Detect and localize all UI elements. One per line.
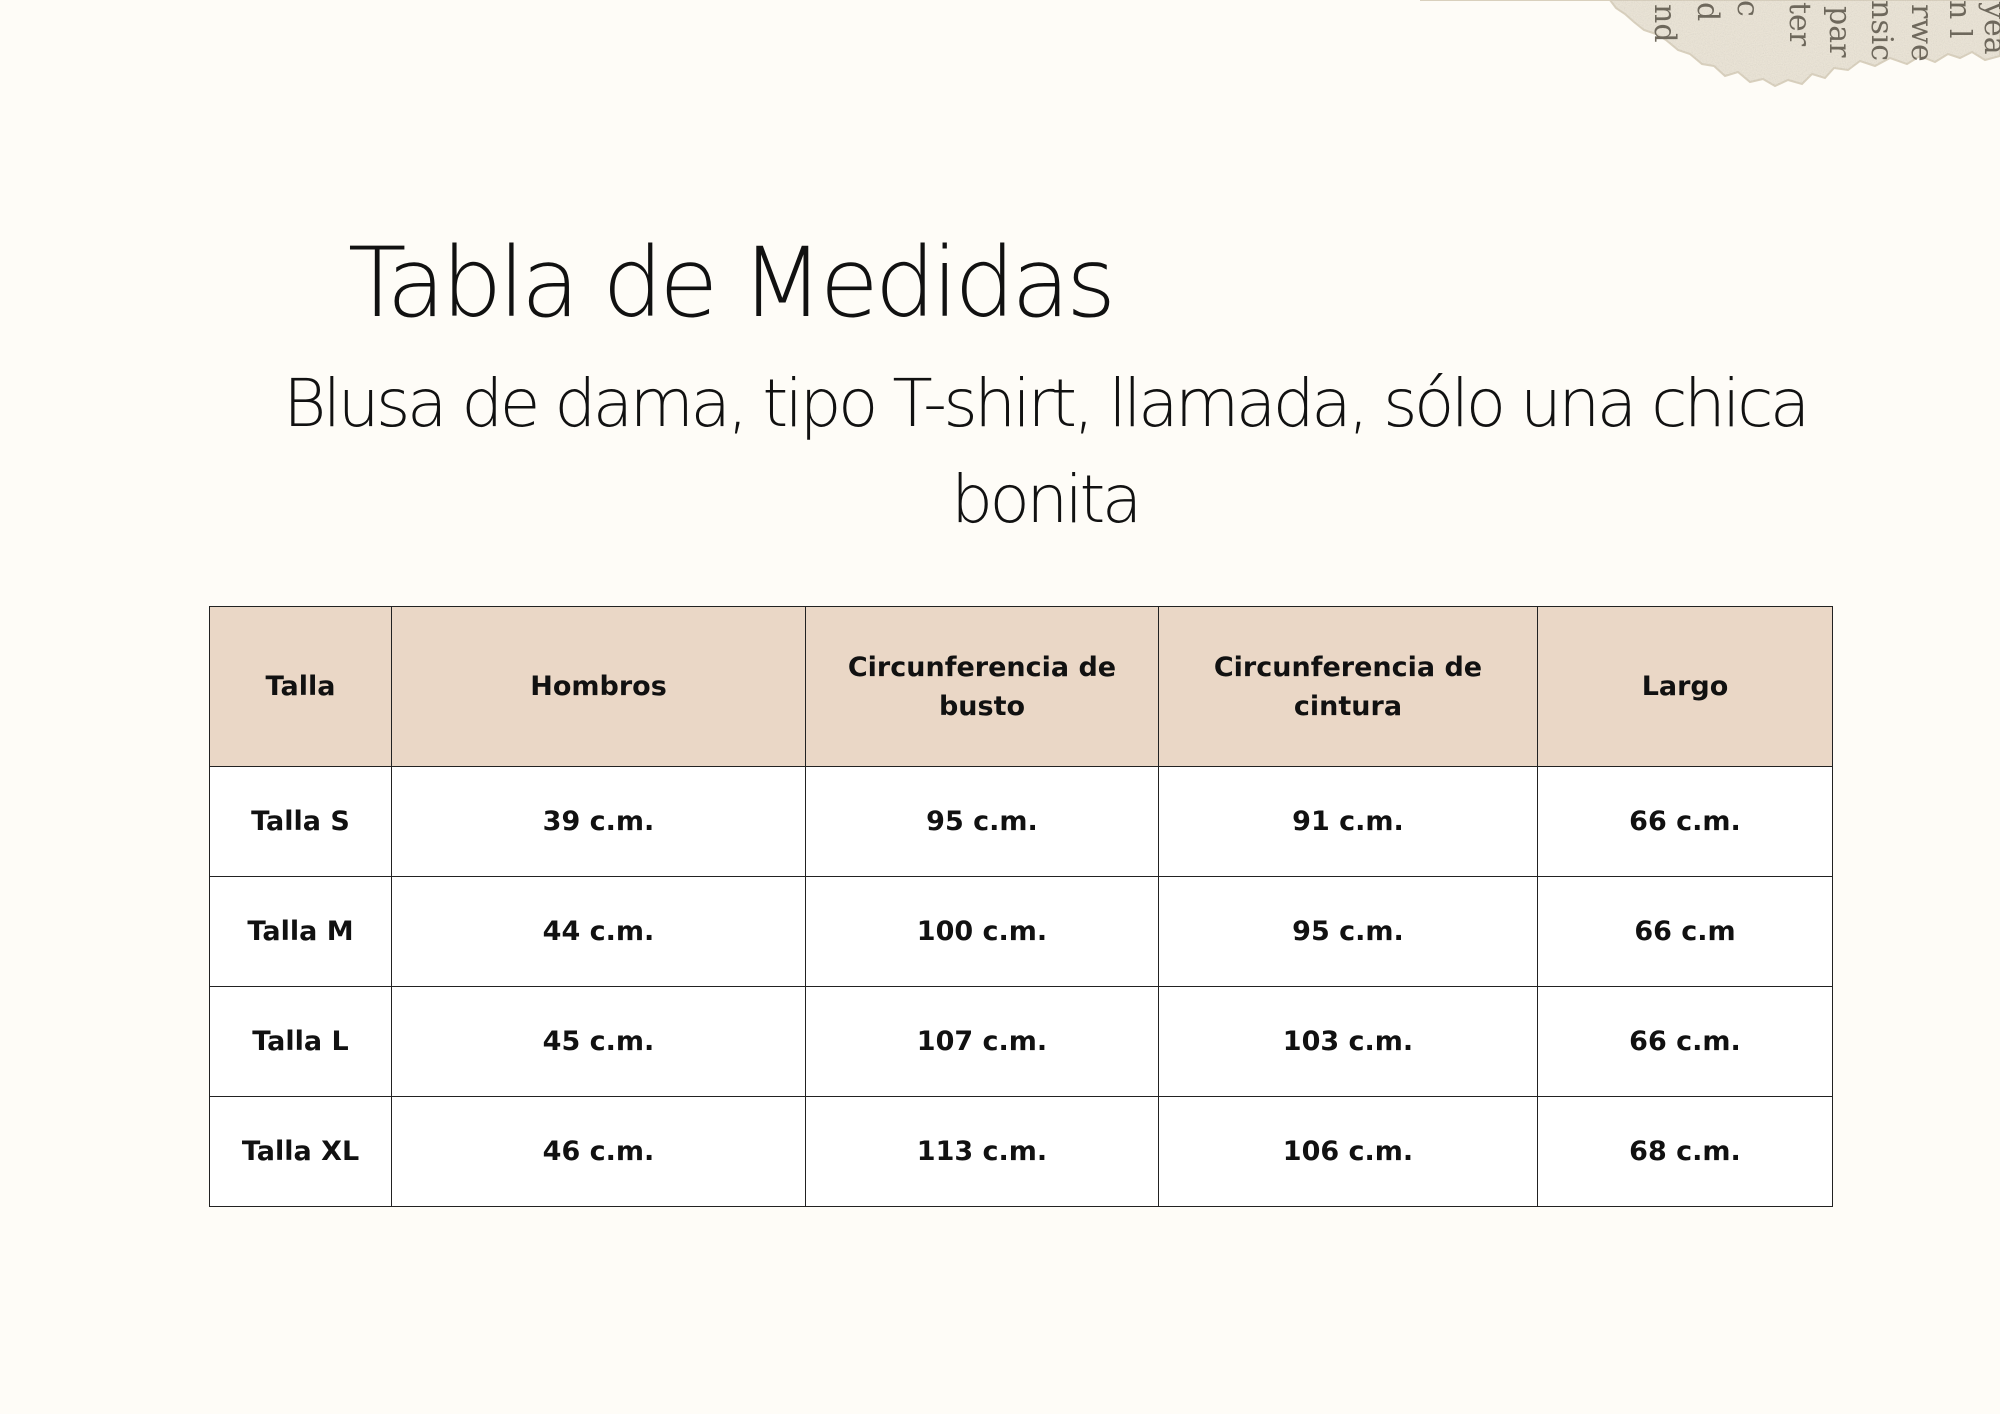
cell-busto: 107 c.m. xyxy=(805,986,1159,1097)
svg-text:d: d xyxy=(1690,2,1725,21)
cell-talla: Talla M xyxy=(209,876,392,987)
svg-text:nsic: nsic xyxy=(1864,0,1899,61)
cell-hombros: 46 c.m. xyxy=(391,1096,806,1207)
size-chart-table: Talla Hombros Circunferencia de busto Ci… xyxy=(209,606,1833,1207)
header-talla: Talla xyxy=(209,606,392,767)
cell-largo: 68 c.m. xyxy=(1537,1096,1833,1207)
header-busto: Circunferencia de busto xyxy=(805,606,1159,767)
cell-largo: 66 c.m. xyxy=(1537,766,1833,877)
cell-cintura: 95 c.m. xyxy=(1158,876,1538,987)
table-row: Talla M 44 c.m. 100 c.m. 95 c.m. 66 c.m xyxy=(209,876,1833,987)
cell-talla: Talla L xyxy=(209,986,392,1097)
cell-cintura: 91 c.m. xyxy=(1158,766,1538,877)
table-row: Talla XL 46 c.m. 113 c.m. 106 c.m. 68 c.… xyxy=(209,1096,1833,1207)
header-largo: Largo xyxy=(1537,606,1833,767)
svg-text:c: c xyxy=(1730,0,1765,17)
table-row: Talla S 39 c.m. 95 c.m. 91 c.m. 66 c.m. xyxy=(209,766,1833,877)
cell-busto: 100 c.m. xyxy=(805,876,1159,987)
page-subtitle: Blusa de dama, tipo T-shirt, llamada, só… xyxy=(283,365,1810,538)
svg-text:ter: ter xyxy=(1782,2,1817,47)
page-title: Tabla de Medidas xyxy=(347,227,1116,339)
cell-hombros: 44 c.m. xyxy=(391,876,806,987)
cell-hombros: 39 c.m. xyxy=(391,766,806,877)
table-row: Talla L 45 c.m. 107 c.m. 103 c.m. 66 c.m… xyxy=(209,986,1833,1097)
table-header-row: Talla Hombros Circunferencia de busto Ci… xyxy=(209,606,1833,767)
cell-hombros: 45 c.m. xyxy=(391,986,806,1097)
cell-largo: 66 c.m. xyxy=(1537,986,1833,1097)
cell-largo: 66 c.m xyxy=(1537,876,1833,987)
svg-text:yea: yea xyxy=(1977,1,2000,55)
cell-talla: Talla S xyxy=(209,766,392,877)
svg-text:nd: nd xyxy=(1647,4,1682,43)
header-cintura: Circunferencia de cintura xyxy=(1158,606,1538,767)
svg-text:par: par xyxy=(1822,6,1857,58)
svg-text:rwe: rwe xyxy=(1904,4,1939,62)
cell-cintura: 106 c.m. xyxy=(1158,1096,1538,1207)
cell-busto: 95 c.m. xyxy=(805,766,1159,877)
cell-cintura: 103 c.m. xyxy=(1158,986,1538,1097)
header-hombros: Hombros xyxy=(391,606,806,767)
svg-text:n l: n l xyxy=(1942,0,1977,38)
torn-newspaper-decoration: nd d c ter par nsic rwe n l yea xyxy=(1420,0,2000,88)
cell-talla: Talla XL xyxy=(209,1096,392,1207)
cell-busto: 113 c.m. xyxy=(805,1096,1159,1207)
